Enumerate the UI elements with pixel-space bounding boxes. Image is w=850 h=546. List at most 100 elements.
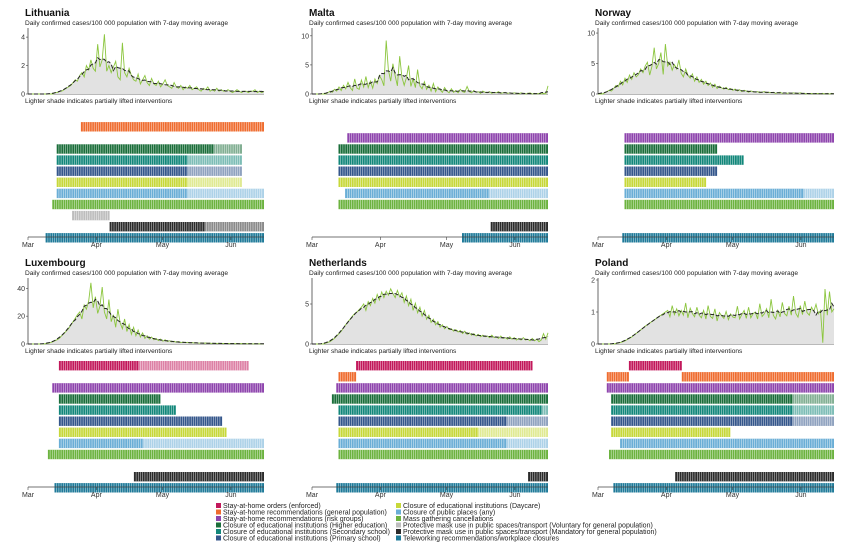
panel-title: Luxembourg (25, 258, 86, 269)
moving-average-line (312, 66, 549, 95)
moving-average-line (28, 57, 265, 95)
x-tick-label: Mar (592, 492, 605, 499)
intervention-segment (204, 222, 264, 232)
panel-subtitle: Daily confirmed cases/100 000 population… (25, 270, 228, 277)
shade-note: Lighter shade indicates partially lifted… (595, 98, 743, 105)
legend-item: Protective mask use in public spaces/tra… (396, 529, 657, 536)
intervention-segment (528, 472, 548, 482)
intervention-day-stripes (340, 416, 505, 426)
legend-swatch (396, 522, 401, 528)
intervention-bar (462, 233, 548, 243)
intervention-day-stripes (613, 405, 791, 415)
intervention-day-stripes (626, 177, 705, 187)
panel-title: Poland (595, 258, 628, 269)
y-tick-label: 10 (587, 31, 595, 38)
intervention-day-stripes (56, 483, 263, 493)
intervention-day-stripes (626, 166, 716, 176)
legend-label: Closure of educational institutions (Pri… (223, 535, 381, 542)
intervention-bar (338, 449, 548, 460)
intervention-segment (620, 438, 834, 449)
intervention-bar (338, 372, 357, 382)
intervention-day-stripes (60, 394, 159, 404)
intervention-day-stripes (338, 383, 547, 393)
intervention-segment (338, 144, 548, 154)
intervention-bar (338, 155, 548, 165)
intervention-day-stripes (135, 472, 263, 482)
shade-note: Lighter shade indicates partially lifted… (309, 98, 457, 105)
y-tick-label: 0 (21, 92, 25, 99)
moving-average-area (598, 59, 834, 94)
legend-swatch (216, 503, 221, 508)
x-tick-label: May (156, 242, 170, 249)
x-tick-label: Mar (306, 492, 319, 499)
intervention-bar (624, 188, 834, 199)
intervention-day-stripes (626, 155, 742, 165)
intervention-day-stripes (463, 233, 547, 243)
intervention-day-stripes (58, 155, 185, 165)
moving-average-area (28, 57, 264, 94)
intervention-bar (133, 472, 264, 482)
intervention-bar (54, 483, 264, 493)
intervention-segment (142, 438, 264, 449)
x-tick-label: May (726, 242, 740, 249)
intervention-day-stripes (47, 233, 263, 243)
intervention-day-stripes (58, 166, 185, 176)
intervention-bar (52, 383, 264, 393)
intervention-day-stripes (144, 438, 263, 449)
y-tick-label: 5 (305, 302, 309, 309)
y-tick-label: 0 (305, 92, 309, 99)
legend-swatch (216, 522, 221, 528)
y-tick-label: 2 (591, 278, 595, 285)
intervention-bar (675, 472, 834, 482)
intervention-bar (338, 166, 548, 176)
intervention-bar (624, 177, 707, 187)
intervention-segment (186, 188, 264, 199)
intervention-day-stripes (613, 394, 791, 404)
x-tick-label: Mar (22, 242, 35, 249)
moving-average-area (312, 67, 548, 94)
intervention-bar (356, 361, 533, 371)
intervention-day-stripes (74, 210, 108, 221)
y-tick-label: 20 (17, 314, 25, 321)
intervention-segment (338, 449, 548, 460)
intervention-day-stripes (492, 222, 547, 232)
intervention-bar (58, 438, 264, 449)
intervention-day-stripes (338, 483, 547, 493)
intervention-segment (56, 177, 187, 187)
intervention-day-stripes (794, 394, 833, 404)
intervention-bar (624, 155, 744, 165)
intervention-day-stripes (58, 188, 185, 199)
intervention-bar (528, 472, 548, 482)
shade-note: Lighter shade indicates partially lifted… (309, 348, 457, 355)
intervention-segment (45, 233, 264, 243)
intervention-bar (338, 427, 548, 437)
intervention-bar (622, 233, 834, 243)
intervention-bar (624, 199, 834, 210)
intervention-segment (338, 155, 548, 165)
legend-label: Protective mask use in public spaces/tra… (403, 522, 653, 529)
intervention-segment (345, 188, 489, 199)
intervention-day-stripes (60, 416, 221, 426)
intervention-segment (681, 372, 834, 382)
legend-swatch (216, 516, 221, 521)
legend-item: Mass gathering cancellations (396, 516, 494, 523)
intervention-day-stripes (347, 188, 487, 199)
intervention-day-stripes (608, 372, 627, 382)
intervention-segment (186, 177, 242, 187)
x-tick-label: Apr (661, 242, 673, 249)
intervention-day-stripes (610, 449, 833, 460)
intervention-bar (611, 394, 834, 404)
intervention-bar (52, 199, 264, 210)
moving-average-area (598, 303, 834, 344)
legend-item: Closure of educational institutions (Hig… (216, 522, 387, 529)
shade-note: Lighter shade indicates partially lifted… (25, 348, 173, 355)
x-tick-label: Jun (795, 242, 806, 249)
intervention-segment (347, 133, 548, 143)
intervention-day-stripes (626, 199, 833, 210)
